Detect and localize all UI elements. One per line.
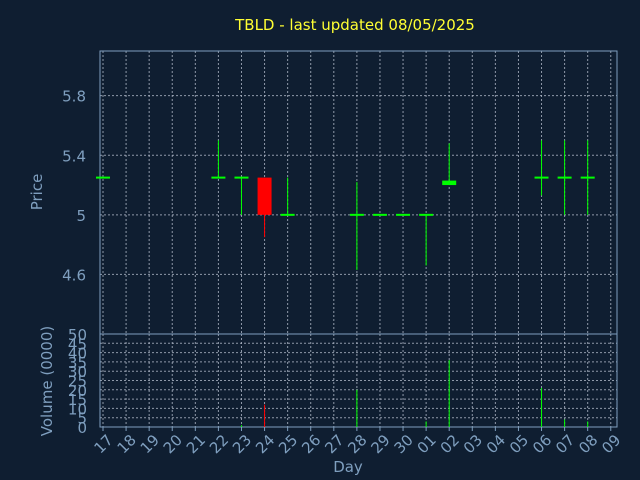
volume-tick-label: 10 <box>68 400 87 418</box>
candle-body <box>419 213 434 216</box>
candle-body <box>580 176 595 179</box>
volume-tick-label: 5 <box>77 410 87 428</box>
price-tick-label: 5.8 <box>62 88 86 106</box>
candle-body <box>557 176 572 179</box>
volume-tick-label: 20 <box>68 382 87 400</box>
candle-body <box>211 176 226 179</box>
candle-body <box>372 213 387 216</box>
price-tick-label: 5.4 <box>62 147 86 165</box>
price-plot-frame <box>99 50 618 335</box>
volume-tick-label: 40 <box>68 345 87 363</box>
volume-tick-label: 50 <box>68 326 87 344</box>
x-axis-label: Day <box>333 458 363 476</box>
price-axis-label: Price <box>28 174 46 211</box>
price-tick-label: 4.6 <box>62 266 86 284</box>
volume-tick-label: 30 <box>68 363 87 381</box>
candle-body <box>442 180 457 186</box>
volume-axis-label: Volume (0000) <box>38 326 56 436</box>
candle-body <box>349 213 364 216</box>
volume-tick-label: 0 <box>77 419 87 437</box>
candle-body <box>96 176 110 179</box>
volume-plot-frame <box>99 333 618 428</box>
volume-tick-label: 45 <box>68 335 87 353</box>
x-axis: 1718192021222324252627282930010203040506… <box>91 427 625 457</box>
price-panel: 4.6 5 5.4 5.8 <box>62 50 618 335</box>
volume-tick-label: 35 <box>68 354 87 372</box>
x-tick-label: 09 <box>598 431 624 457</box>
candle-body <box>396 213 411 216</box>
candle-body <box>280 213 295 216</box>
candle-body <box>257 177 272 215</box>
candle-body <box>234 176 249 179</box>
chart-title: TBLD - last updated 08/05/2025 <box>234 16 475 34</box>
volume-tick-label: 25 <box>68 373 87 391</box>
candle-body <box>534 176 549 179</box>
price-tick-label: 5 <box>76 207 86 225</box>
volume-tick-label: 15 <box>68 391 87 409</box>
